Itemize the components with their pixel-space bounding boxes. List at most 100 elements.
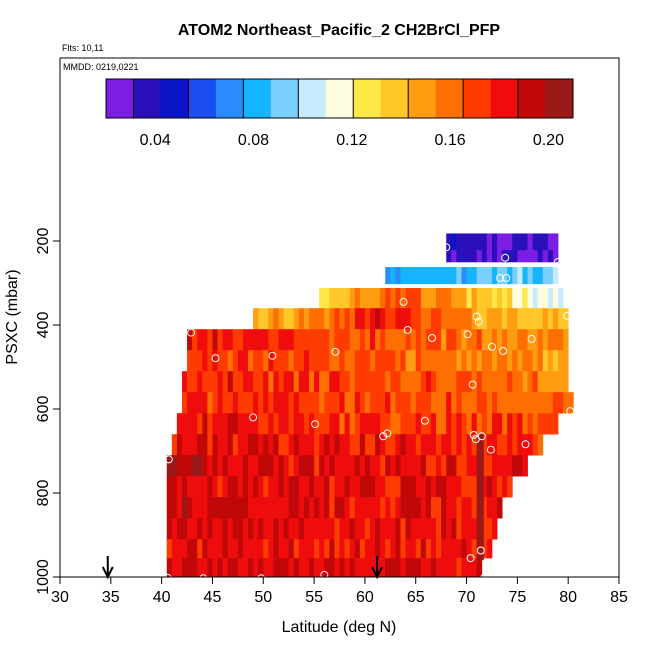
heatmap-cell [512,392,518,414]
heatmap-cell [283,392,290,414]
heatmap-cell [212,371,218,393]
heatmap-cell [187,329,193,351]
heatmap-cell [242,539,249,559]
heatmap-cell [354,455,361,477]
heatmap-cell [558,329,564,351]
heatmap-cell [217,392,224,414]
heatmap-cell [486,518,493,540]
heatmap-cell [217,434,224,456]
heatmap-cell [446,371,452,393]
heatmap-cell [324,350,330,372]
heatmap-cell [405,497,412,519]
heatmap-cell [212,539,218,559]
heatmap-cell [512,329,518,351]
heatmap-cell [364,413,371,435]
heatmap-cell [227,476,234,498]
heatmap-cell [502,288,508,309]
heatmap-cell [319,558,325,578]
heatmap-cell [451,518,457,540]
heatmap-cell [425,476,432,498]
heatmap-cell [517,308,523,330]
heatmap-cell [436,413,442,435]
heatmap-cell [293,434,300,456]
heatmap-cell [410,476,417,498]
heatmap-cell [415,371,422,393]
heatmap-cell [395,371,401,393]
heatmap-cell [507,250,513,263]
heatmap-cell [420,497,427,519]
heatmap-cell [542,329,549,351]
heatmap-cell [380,476,386,498]
heatmap-cell [212,434,218,456]
heatmap-cell [181,476,188,498]
heatmap-cell [354,329,361,351]
heatmap-cell [476,267,483,285]
heatmap-cell [390,434,396,456]
heatmap-cell [283,497,290,519]
heatmap-cell [552,233,559,251]
heatmap-cell [436,371,442,393]
heatmap-cell [329,350,335,372]
heatmap-cell [187,392,193,414]
heatmap-cell [171,476,178,498]
heatmap-cell [253,558,259,578]
heatmap-cell [446,518,452,540]
heatmap-cell [446,392,452,414]
heatmap-cell [456,434,462,456]
heatmap-cell [507,233,513,251]
heatmap-cell [217,371,224,393]
heatmap-cell [253,497,259,519]
heatmap-cell [314,371,320,393]
heatmap-cell [248,413,254,435]
heatmap-cell [441,558,447,578]
heatmap-cell [324,434,330,456]
heatmap-cell [527,371,534,393]
heatmap-cell [344,288,351,309]
heatmap-cell [400,413,406,435]
heatmap-cell [537,350,544,372]
heatmap-cell [405,476,412,498]
heatmap-cell [491,267,498,285]
heatmap-cell [314,392,320,414]
heatmap-cell [248,350,254,372]
heatmap-cell [420,434,427,456]
heatmap-cell [425,392,432,414]
heatmap-cell [298,413,305,435]
heatmap-cell [486,233,493,251]
heatmap-cell [268,558,274,578]
heatmap-cell [558,350,564,372]
heatmap-cell [486,267,493,285]
heatmap-cell [237,518,244,540]
colorbar-segment [133,79,162,118]
heatmap-cell [441,413,447,435]
heatmap-cell [273,476,279,498]
heatmap-cell [192,371,198,393]
heatmap-cell [522,350,528,372]
heatmap-cell [248,434,254,456]
heatmap-cell [375,329,381,351]
heatmap-cell [192,392,198,414]
heatmap-cell [537,233,544,251]
heatmap-cell [476,233,483,251]
heatmap-cell [385,267,391,285]
heatmap-cell [400,308,406,330]
heatmap-cell [349,308,356,330]
heatmap-cell [502,250,508,263]
heatmap-cell [319,308,325,330]
heatmap-cell [563,350,569,372]
heatmap-cell [253,413,259,435]
heatmap-cell [512,308,518,330]
heatmap-cell [547,371,554,393]
heatmap-cell [329,413,335,435]
heatmap-cell [222,434,229,456]
heatmap-cell [507,371,513,393]
heatmap-cell [202,350,208,372]
heatmap-cell [253,476,259,498]
heatmap-cell [364,558,371,578]
heatmap-cell [222,371,229,393]
heatmap-cell [415,413,422,435]
heatmap-cell [537,413,544,435]
sample-point [442,243,451,252]
heatmap-cell [329,497,335,519]
heatmap-cell [303,308,310,330]
